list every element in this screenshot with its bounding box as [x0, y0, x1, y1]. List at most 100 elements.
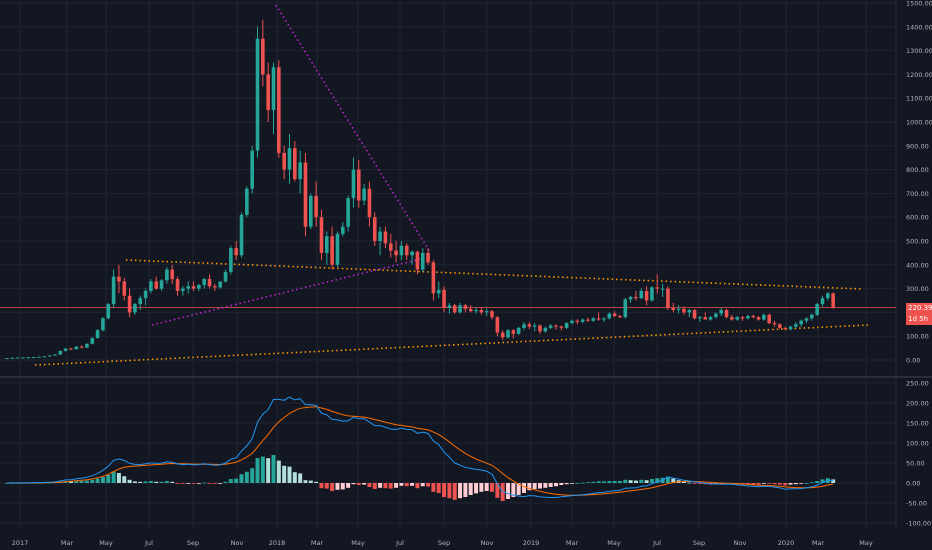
candle-body	[698, 317, 702, 319]
macd-histogram-bar	[218, 483, 223, 484]
upper-resistance-trendline	[125, 259, 863, 290]
time-tick-label: May	[99, 539, 113, 547]
candle-body	[607, 313, 612, 319]
candle-body	[303, 162, 308, 227]
candle-body	[367, 188, 372, 218]
candle-body	[522, 324, 526, 328]
macd-histogram-bar	[591, 481, 596, 483]
macd-histogram-bar	[575, 483, 580, 484]
macd-histogram-bar	[639, 479, 644, 483]
macd-histogram-bar	[346, 483, 351, 488]
candle-body	[506, 330, 510, 338]
candle-body	[314, 195, 318, 218]
macd-histogram-bar	[522, 483, 527, 493]
macd-histogram-bar	[649, 479, 654, 483]
macd-tick-label: 100.00	[906, 440, 929, 448]
countdown-badge: 1d 5h	[906, 314, 932, 325]
macd-histogram-bar	[234, 478, 239, 483]
candle-body	[127, 295, 132, 313]
candle-body	[554, 325, 558, 327]
price-tick-label: 500.00	[906, 238, 929, 246]
macd-histogram-bar	[287, 466, 292, 483]
macd-histogram-bar	[585, 482, 590, 483]
macd-histogram-bar	[223, 481, 228, 483]
candle-body	[277, 67, 281, 153]
macd-histogram-bar	[356, 483, 361, 485]
price-tick-label: 1200.00	[906, 71, 932, 79]
macd-histogram-bar	[463, 483, 468, 497]
time-tick-label: Jul	[144, 539, 153, 547]
macd-histogram-bar	[314, 481, 319, 483]
macd-histogram-bar	[516, 483, 521, 495]
candle-body	[618, 315, 622, 318]
candle-body	[447, 305, 452, 308]
macd-histogram-bar	[495, 483, 500, 498]
candle-body	[218, 281, 222, 288]
macd-histogram-bar	[138, 481, 143, 483]
candle-body	[740, 317, 745, 319]
candle-body	[442, 289, 446, 308]
macd-histogram-bar	[559, 483, 564, 485]
macd-histogram-bar	[266, 458, 271, 483]
time-tick-label: Nov	[231, 539, 244, 547]
candle-body	[639, 290, 644, 299]
macd-histogram-bar	[340, 483, 345, 490]
candle-body	[783, 327, 787, 330]
macd-histogram-bar	[681, 481, 686, 483]
candle-body	[293, 148, 297, 180]
macd-histogram-bar	[186, 483, 191, 484]
candle-body	[527, 324, 532, 327]
candle-body	[101, 318, 105, 331]
candle-body	[543, 327, 548, 332]
macd-histogram-bar	[548, 483, 553, 487]
candle-body	[362, 188, 366, 201]
candle-body	[53, 354, 57, 356]
candlestick-series	[5, 19, 835, 360]
candle-body	[383, 231, 388, 244]
candle-body	[458, 305, 462, 313]
macd-histogram-bar	[394, 483, 399, 488]
candle-body	[85, 343, 89, 348]
macd-tick-label: 50.00	[906, 460, 925, 468]
macd-histogram-bar	[175, 483, 180, 484]
candle-body	[282, 152, 286, 170]
time-tick-label: Mar	[61, 539, 74, 547]
macd-histogram-bar	[527, 483, 532, 491]
macd-histogram-bar	[506, 483, 511, 499]
macd-histogram-bar	[628, 480, 633, 483]
candle-body	[826, 293, 830, 299]
candle-body	[762, 314, 766, 320]
macd-histogram-bar	[623, 479, 628, 483]
macd-histogram-bar	[415, 483, 420, 489]
candle-body	[351, 169, 356, 199]
candle-body	[191, 286, 196, 289]
macd-histogram-bar	[751, 483, 756, 485]
candle-body	[223, 271, 228, 282]
candle-body	[261, 38, 265, 75]
macd-lines	[6, 396, 834, 498]
candle-body	[490, 311, 494, 318]
candle-body	[143, 290, 148, 299]
macd-histogram-bar	[367, 483, 372, 487]
candle-body	[687, 310, 692, 313]
candle-body	[468, 308, 473, 312]
macd-tick-label: -100.00	[906, 520, 931, 528]
time-tick-label: 2018	[269, 539, 286, 547]
candle-body	[181, 288, 185, 291]
candle-body	[325, 236, 329, 253]
macd-histogram-bar	[815, 481, 820, 483]
macd-histogram-bar	[106, 475, 111, 483]
candle-body	[79, 346, 84, 348]
candle-body	[122, 281, 127, 296]
macd-histogram-bar	[324, 483, 329, 489]
candle-body	[410, 251, 414, 256]
macd-histogram-bar	[719, 483, 724, 485]
candle-body	[186, 286, 191, 289]
macd-histogram-bar	[468, 483, 473, 495]
macd-histogram-bar	[426, 483, 431, 487]
time-tick-label: Jul	[652, 539, 661, 547]
candle-body	[655, 287, 660, 289]
time-tick-label: Mar	[566, 539, 579, 547]
macd-tick-label: 150.00	[906, 420, 929, 428]
